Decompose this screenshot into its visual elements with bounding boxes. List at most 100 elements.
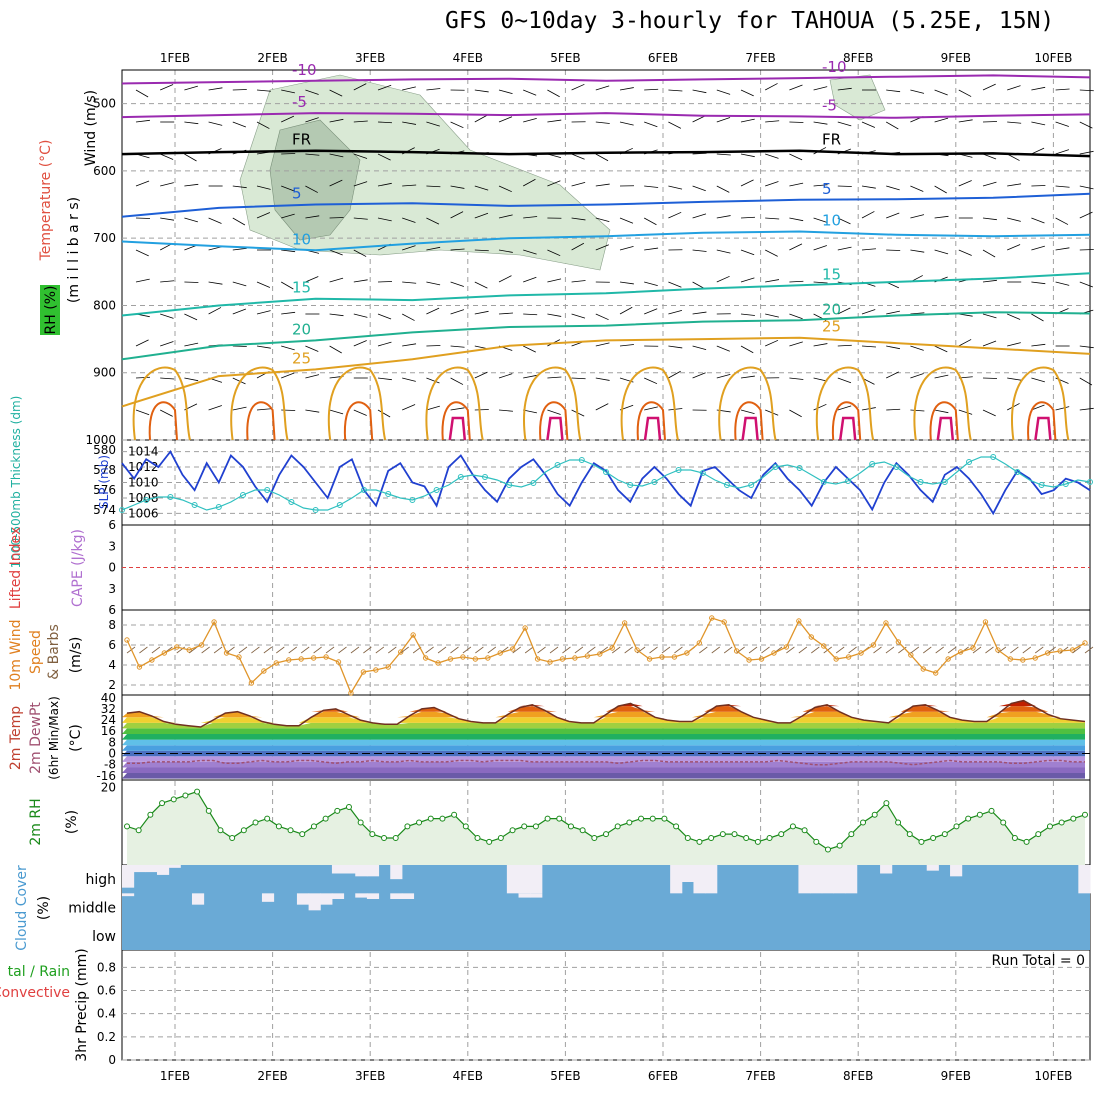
surface-contour bbox=[523, 366, 582, 441]
wind-barb bbox=[789, 280, 804, 283]
cloud-label: Cloud Cover bbox=[14, 865, 30, 951]
wind-barb bbox=[716, 215, 731, 219]
wind-barb bbox=[837, 307, 851, 315]
wind-barb bbox=[740, 179, 754, 187]
wind-barb bbox=[644, 308, 658, 315]
wind-barb bbox=[474, 114, 488, 123]
wind-barb bbox=[813, 343, 828, 347]
isotherm--5 bbox=[121, 112, 1091, 119]
wind-barb bbox=[281, 249, 296, 253]
cloud-clear-bar bbox=[390, 893, 403, 899]
cloud-clear-bar bbox=[693, 865, 706, 894]
temp-band bbox=[122, 706, 1085, 712]
wind-barb bbox=[1031, 404, 1045, 411]
rh2m-point bbox=[299, 831, 306, 838]
wind-tick: 8 bbox=[108, 618, 116, 632]
surface-contour bbox=[734, 401, 764, 441]
wind-barb bbox=[377, 153, 391, 161]
rh2m-point bbox=[135, 827, 142, 834]
wind-barb bbox=[353, 83, 367, 91]
wind-barb-10m bbox=[985, 646, 994, 654]
wind-barb bbox=[982, 249, 996, 258]
temp-tick: 24 bbox=[101, 713, 116, 727]
wind-speed-point bbox=[995, 647, 1001, 653]
wind-barb bbox=[886, 310, 900, 315]
wind-barb bbox=[160, 377, 175, 380]
wind-barb bbox=[668, 370, 681, 379]
wind-barb-10m bbox=[388, 646, 397, 654]
cloud-clear-bar bbox=[308, 893, 321, 911]
wind-barb bbox=[644, 121, 658, 128]
surface-contour bbox=[441, 401, 471, 441]
cloud-clear-bar bbox=[122, 893, 135, 897]
rh2m-point bbox=[509, 827, 516, 834]
wind-barb bbox=[547, 376, 562, 379]
wind-speed-point bbox=[933, 670, 939, 676]
cloud-clear-bar bbox=[320, 893, 333, 905]
rh2m-point bbox=[754, 838, 761, 845]
wind-barb bbox=[740, 153, 755, 158]
wind-barb bbox=[329, 118, 344, 123]
wind-barb bbox=[135, 409, 150, 416]
wind-barb-10m bbox=[226, 646, 235, 654]
cloud-clear-bar bbox=[670, 865, 683, 894]
wind-barb bbox=[329, 409, 344, 415]
rh2m-point bbox=[824, 846, 831, 853]
wind-barb-10m bbox=[238, 646, 248, 654]
rh2m-point bbox=[474, 834, 481, 841]
wind-barb bbox=[716, 185, 730, 193]
wind-barb bbox=[523, 117, 537, 123]
wind-barb bbox=[208, 405, 222, 411]
wind-barb bbox=[644, 281, 658, 287]
wind-barb bbox=[958, 119, 973, 123]
wind-barb bbox=[402, 343, 417, 347]
wind-barb bbox=[377, 377, 392, 381]
cloud-clear-bar bbox=[681, 865, 694, 882]
wind-barb bbox=[595, 403, 609, 411]
wind-barb-10m bbox=[201, 646, 210, 654]
thickness-point bbox=[143, 497, 150, 503]
wind-barb-10m bbox=[313, 646, 322, 654]
wind-barb bbox=[789, 182, 804, 187]
isotherm-5 bbox=[121, 192, 1091, 218]
temp-band bbox=[122, 711, 1085, 718]
wind-barb bbox=[595, 342, 610, 347]
surface-contour bbox=[815, 366, 875, 441]
rh2m-point bbox=[976, 811, 983, 818]
wind-barb-10m bbox=[649, 646, 658, 654]
wind-barb bbox=[692, 372, 706, 379]
wind-barb bbox=[184, 121, 199, 125]
wind-speed-point bbox=[621, 620, 628, 626]
wind-barb-10m bbox=[748, 646, 758, 654]
wind-speed-point bbox=[895, 639, 902, 645]
li-tick: 3 bbox=[108, 582, 116, 596]
rh2m-point bbox=[789, 823, 796, 830]
rh2m-point bbox=[906, 831, 913, 838]
rh2m-point bbox=[334, 807, 341, 814]
cloud-background bbox=[122, 865, 1090, 950]
wind-barb-10m bbox=[873, 646, 882, 654]
isotherm-label: 25 bbox=[822, 318, 841, 336]
wind-barb bbox=[571, 280, 586, 283]
thickness-point bbox=[603, 469, 609, 475]
wind-barb bbox=[135, 376, 151, 379]
wind-barb bbox=[1055, 247, 1070, 251]
rh2m-point bbox=[883, 800, 890, 807]
wind-barb bbox=[837, 246, 852, 251]
wind-speed-point bbox=[522, 625, 528, 631]
chart-title: GFS 0~10day 3-hourly for TAHOUA (5.25E, … bbox=[445, 8, 1055, 34]
temp-tick: 16 bbox=[101, 724, 116, 738]
rh2m-point bbox=[614, 823, 621, 830]
wind-barb bbox=[547, 409, 561, 415]
wind-speed-point bbox=[1082, 640, 1088, 646]
rh2m-point bbox=[252, 819, 259, 826]
wind-barb bbox=[305, 117, 319, 123]
rh2m-point bbox=[696, 838, 703, 845]
wind-barb bbox=[982, 153, 997, 160]
wind-barb bbox=[644, 377, 658, 385]
surface-contour-hot bbox=[838, 416, 857, 441]
wind-barb bbox=[958, 180, 972, 187]
wind-barb bbox=[692, 213, 707, 219]
wind-barb bbox=[184, 153, 197, 162]
